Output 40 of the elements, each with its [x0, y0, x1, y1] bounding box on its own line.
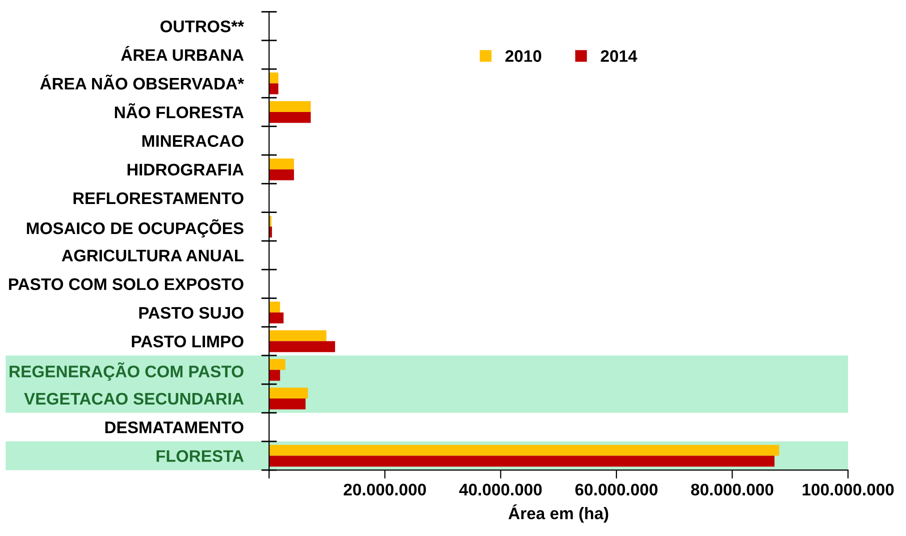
bar — [269, 312, 284, 324]
bar — [269, 112, 311, 123]
bar — [269, 388, 308, 398]
bar — [269, 341, 336, 352]
y-tick-label: PASTO LIMPO — [132, 336, 244, 348]
y-tick-label: NÃO FLORESTA — [114, 103, 244, 118]
y-tick-label: VEGETACAO SECUNDARIA — [24, 392, 244, 405]
y-tick-label: ÁREA URBANA — [121, 46, 244, 61]
bar — [269, 456, 774, 467]
bar — [269, 370, 280, 381]
x-tick-label: 100.000.000 — [802, 484, 894, 496]
y-tick-label: AGRICULTURA ANUAL — [62, 250, 244, 262]
y-tick-label: DESMATAMENTO — [105, 422, 244, 434]
legend-label: 2014 — [600, 50, 638, 62]
bar — [269, 444, 780, 456]
x-tick-label: 80.000.000 — [691, 484, 774, 496]
bar — [269, 398, 306, 410]
y-tick-label: FLORESTA — [156, 450, 244, 462]
y-tick-label: PASTO SUJO — [139, 306, 244, 319]
y-tick-label: MINERACAO — [142, 135, 244, 147]
x-tick-label: 40.000.000 — [459, 484, 542, 496]
y-tick-label: REGENERAÇÃO COM PASTO — [10, 362, 244, 381]
x-tick-label: 60.000.000 — [575, 484, 658, 496]
bar — [269, 302, 280, 313]
bar — [269, 101, 311, 112]
y-tick-label: PASTO COM SOLO EXPOSTO — [9, 278, 244, 290]
legend-label: 2010 — [505, 50, 542, 62]
x-axis-title: Área em (ha) — [508, 504, 608, 523]
bar — [269, 158, 294, 170]
y-tick-label: ÁREA NÃO OBSERVADA* — [40, 74, 244, 90]
bar — [269, 169, 294, 180]
y-tick-label: REFLORESTAMENTO — [74, 192, 244, 204]
y-tick-label: OUTROS** — [160, 20, 244, 32]
x-tick-label: 20.000.000 — [344, 484, 426, 496]
bar — [269, 330, 326, 342]
y-tick-label: MOSAICO DE OCUPAÇÕES — [26, 219, 244, 238]
y-tick-label: HIDROGRAFIA — [128, 164, 244, 176]
bar — [269, 358, 286, 370]
bar — [269, 72, 278, 84]
bar — [269, 83, 278, 94]
